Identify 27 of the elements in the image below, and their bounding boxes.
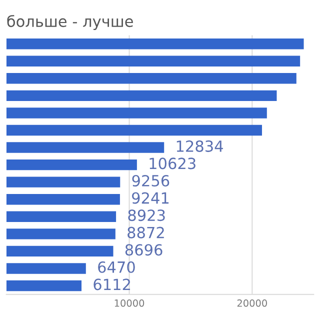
- bar: [6, 108, 267, 118]
- data-label: 12834: [176, 140, 223, 152]
- bar: [6, 124, 262, 136]
- bar: [6, 211, 116, 222]
- bar: [6, 176, 120, 188]
- bar: [6, 246, 114, 257]
- data-label: 8872: [128, 226, 164, 238]
- data-label: 9241: [132, 192, 169, 204]
- bar: [6, 73, 296, 84]
- bar: [6, 228, 116, 240]
- bar: [6, 280, 82, 292]
- data-label: 9256: [132, 174, 170, 187]
- bar: [6, 194, 120, 205]
- bar: [6, 159, 137, 170]
- bar: [6, 142, 164, 153]
- bar: [6, 38, 304, 50]
- bar: [6, 90, 277, 102]
- data-label: 6470: [98, 261, 135, 273]
- x-tick-label: 20000: [237, 299, 267, 307]
- x-tick-label: 10000: [114, 299, 144, 307]
- bar: [6, 56, 300, 66]
- data-label: 10623: [150, 158, 196, 170]
- data-label: 8696: [125, 244, 162, 256]
- data-label: 6112: [94, 278, 130, 290]
- data-label: 8923: [128, 210, 165, 222]
- bar: [6, 263, 86, 274]
- chart-title: больше - лучше: [7, 15, 133, 30]
